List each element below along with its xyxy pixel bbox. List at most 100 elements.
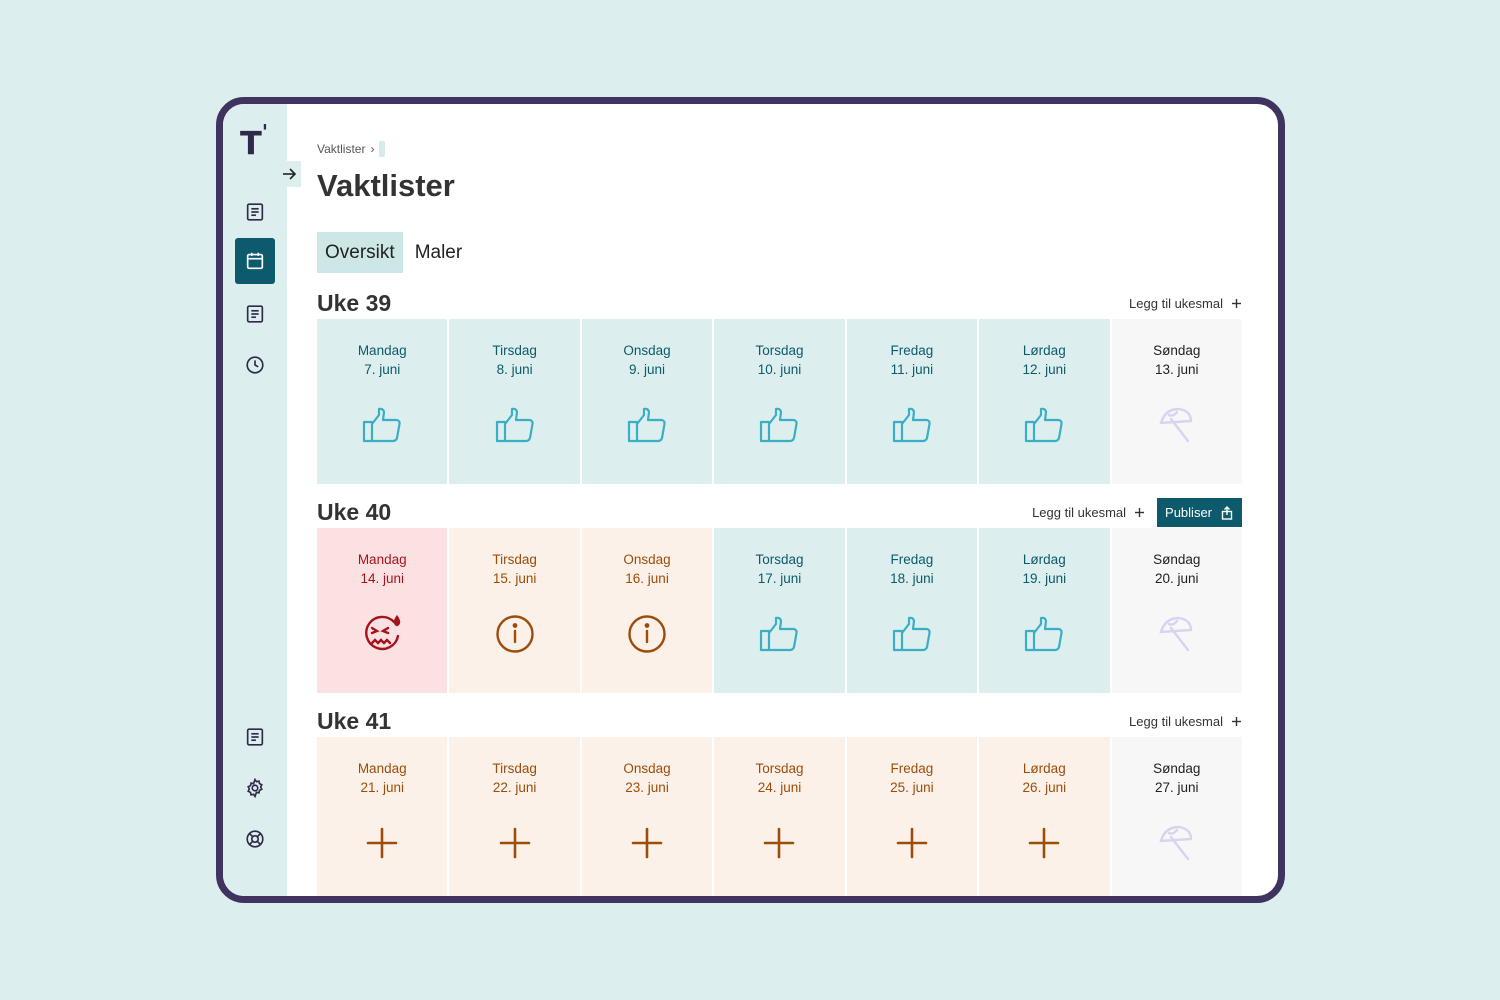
week-actions: Legg til ukesmal (1129, 296, 1242, 311)
day-date: 20. juni (1154, 571, 1199, 586)
day-cell[interactable]: Fredag 25. juni (846, 737, 978, 896)
day-cell[interactable]: Onsdag 16. juni (581, 528, 713, 693)
gear-icon (247, 777, 263, 799)
day-cell[interactable]: Tirsdag 22. juni (449, 737, 580, 896)
day-cell[interactable]: Torsdag 24. juni (714, 737, 845, 896)
plus-icon (1232, 717, 1241, 726)
day-name: Mandag (357, 552, 407, 567)
sidebar-item-help[interactable] (235, 816, 275, 862)
week-actions: Legg til ukesmal (1129, 714, 1242, 729)
day-date: 19. juni (1022, 571, 1067, 586)
day-cell[interactable]: Lørdag 12. juni (979, 319, 1110, 484)
breadcrumb-current (379, 141, 386, 157)
plus-icon (890, 821, 934, 865)
day-cell[interactable]: Lørdag 26. juni (979, 737, 1110, 896)
week-section: Uke 39 Legg til ukesmal Mandag 7. juni T… (317, 288, 1242, 484)
thumbs-up-icon (757, 612, 801, 656)
day-name: Torsdag (755, 552, 804, 567)
day-cell[interactable]: Mandag 14. juni (317, 528, 448, 693)
day-date: 14. juni (360, 571, 404, 586)
plus-icon (1022, 821, 1066, 865)
sidebar-item-time[interactable] (235, 342, 275, 388)
add-week-template-button[interactable]: Legg til ukesmal (1129, 714, 1242, 729)
thumbs-up-icon (360, 403, 404, 447)
week-section: Uke 41 Legg til ukesmal Mandag 21. juni … (317, 706, 1242, 896)
week-title: Uke 41 (317, 708, 392, 734)
thumbs-up-icon (890, 403, 934, 447)
day-name: Tirsdag (492, 343, 537, 358)
umbrella-icon (1155, 821, 1199, 865)
day-date: 26. juni (1022, 780, 1067, 795)
plus-icon (757, 821, 801, 865)
day-cell[interactable]: Torsdag 17. juni (714, 528, 845, 693)
day-cell[interactable]: Onsdag 9. juni (581, 319, 713, 484)
day-cell[interactable]: Mandag 21. juni (317, 737, 448, 896)
day-cell[interactable]: Fredag 18. juni (846, 528, 978, 693)
thumbs-up-icon (1022, 403, 1066, 447)
sidebar-item-settings[interactable] (235, 765, 275, 811)
share-icon (1221, 505, 1233, 520)
add-week-template-button[interactable]: Legg til ukesmal (1129, 296, 1242, 311)
arrow-right-icon (283, 168, 297, 180)
thumbs-up-icon (890, 612, 934, 656)
umbrella-icon (1155, 612, 1199, 656)
week-days: Mandag 7. juni Tirsdag 8. juni Onsdag 9.… (317, 319, 1242, 484)
app-logo[interactable]: T' (240, 120, 268, 163)
sidebar-item-notes[interactable] (235, 714, 275, 760)
week-section: Uke 40 Legg til ukesmal Publiser Mandag … (317, 497, 1242, 693)
breadcrumb: Vaktlister › (317, 141, 386, 157)
day-cell[interactable]: Søndag 13. juni (1111, 319, 1242, 484)
document-icon (246, 728, 264, 746)
tab-maler[interactable]: Maler (414, 241, 463, 263)
day-cell[interactable]: Mandag 7. juni (317, 319, 448, 484)
day-name: Søndag (1153, 552, 1201, 567)
week-days: Mandag 21. juni Tirsdag 22. juni Onsdag … (317, 737, 1242, 896)
day-date: 18. juni (890, 571, 934, 586)
sidebar-item-calendar[interactable] (235, 238, 275, 284)
publish-button[interactable]: Publiser (1157, 498, 1242, 527)
day-cell[interactable]: Tirsdag 15. juni (449, 528, 580, 693)
sidebar-item-documents[interactable] (235, 189, 275, 235)
day-name: Fredag (890, 343, 934, 358)
calendar-icon (246, 252, 264, 270)
day-cell[interactable]: Søndag 20. juni (1111, 528, 1242, 693)
plus-icon (1135, 508, 1145, 517)
sidebar-item-reports[interactable] (235, 291, 275, 337)
thumbs-up-icon (1022, 612, 1066, 656)
thumbs-up-icon (757, 403, 801, 447)
document-icon (246, 305, 264, 323)
day-cell[interactable]: Søndag 27. juni (1111, 737, 1242, 896)
day-date: 25. juni (890, 780, 934, 795)
week-header: Uke 39 Legg til ukesmal (317, 288, 1242, 319)
add-week-template-button[interactable]: Legg til ukesmal (1032, 505, 1145, 520)
publish-label: Publiser (1165, 505, 1212, 520)
expand-sidebar-button[interactable] (277, 161, 301, 187)
tab-oversikt[interactable]: Oversikt (317, 232, 403, 273)
day-name: Fredag (890, 761, 934, 776)
app-window: T' Vaktlister › Vaktlister (216, 97, 1285, 903)
day-name: Søndag (1153, 343, 1201, 358)
day-date: 9. juni (629, 362, 666, 377)
day-name: Mandag (357, 343, 407, 358)
day-cell[interactable]: Tirsdag 8. juni (449, 319, 580, 484)
plus-icon (1232, 299, 1241, 308)
stressed-face-icon (360, 612, 404, 656)
day-name: Onsdag (623, 343, 671, 358)
day-name: Søndag (1153, 761, 1201, 776)
day-cell[interactable]: Onsdag 23. juni (581, 737, 713, 896)
day-date: 7. juni (364, 362, 401, 377)
add-week-template-label: Legg til ukesmal (1129, 714, 1223, 729)
day-cell[interactable]: Torsdag 10. juni (714, 319, 845, 484)
day-name: Lørdag (1022, 761, 1066, 776)
week-title: Uke 40 (317, 499, 392, 525)
breadcrumb-item[interactable]: Vaktlister (317, 142, 366, 156)
info-icon (493, 612, 537, 656)
day-cell[interactable]: Fredag 11. juni (846, 319, 978, 484)
week-title: Uke 39 (317, 290, 392, 316)
day-date: 11. juni (890, 362, 934, 377)
page-title: Vaktlister (317, 168, 455, 203)
day-cell[interactable]: Lørdag 19. juni (979, 528, 1110, 693)
add-week-template-label: Legg til ukesmal (1129, 296, 1223, 311)
day-date: 23. juni (625, 780, 669, 795)
day-date: 21. juni (360, 780, 404, 795)
